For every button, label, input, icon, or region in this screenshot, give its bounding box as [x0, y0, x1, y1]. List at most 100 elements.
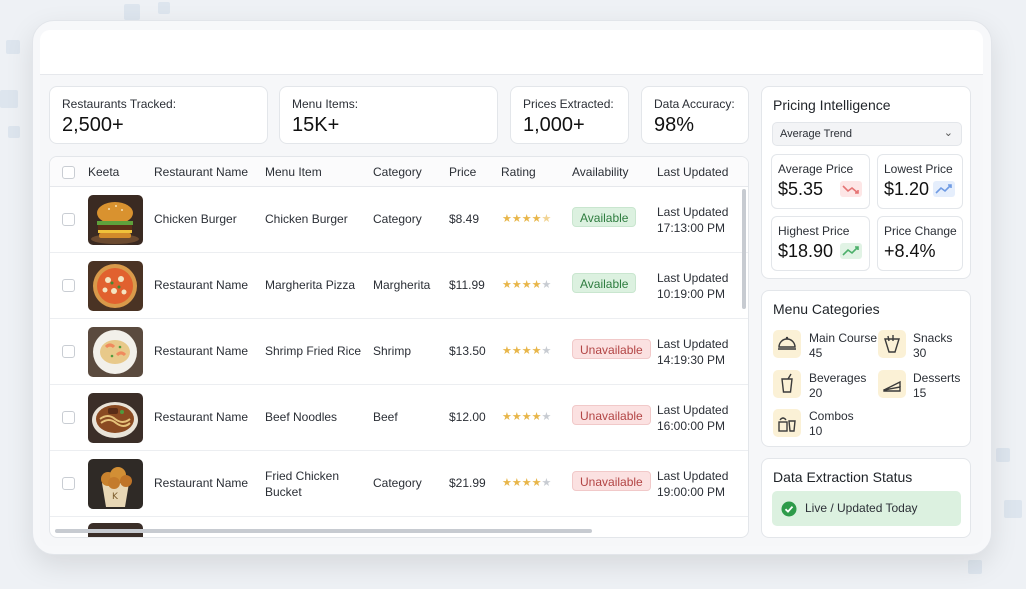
- star-icon: ★: [531, 477, 542, 489]
- stat-label: Restaurants Tracked:: [62, 97, 177, 111]
- menu-table: Keeta Restaurant Name Menu Item Category…: [49, 156, 749, 538]
- row-checkbox[interactable]: [62, 279, 75, 292]
- price-card-label: Lowest Price: [884, 162, 953, 176]
- column-header-category[interactable]: Category: [373, 165, 422, 179]
- chevron-down-icon: ⌄: [943, 127, 953, 139]
- noodles-image: [88, 393, 143, 443]
- horizontal-scrollbar[interactable]: [55, 529, 592, 533]
- status-indicator: Live / Updated Today: [772, 491, 961, 526]
- price-card-label: Average Price: [778, 162, 854, 176]
- stat-label: Menu Items:: [292, 97, 359, 111]
- last-updated-time: 19:00:00 PM: [657, 485, 726, 499]
- star-icon: ★: [541, 477, 552, 489]
- price-card-value: $5.35: [778, 179, 824, 199]
- cake-icon: [878, 370, 906, 398]
- category: Margherita: [373, 278, 431, 292]
- food-thumbnail: [88, 327, 143, 377]
- star-icon: ★: [521, 345, 532, 357]
- restaurant-name: Restaurant Name: [154, 476, 249, 490]
- availability-badge: Unavailable: [572, 405, 651, 425]
- row-checkbox[interactable]: [62, 477, 75, 490]
- last-updated-label: Last Updated: [657, 271, 729, 285]
- column-header-availability[interactable]: Availability: [572, 165, 629, 179]
- price: $11.99: [449, 278, 485, 292]
- last-updated-label: Last Updated: [657, 469, 729, 483]
- last-updated-time: 14:19:30 PM: [657, 353, 726, 367]
- categories-title: Menu Categories: [773, 301, 880, 317]
- restaurant-name: Restaurant Name: [154, 344, 249, 358]
- dashboard-screen: Restaurants Tracked: 2,500+ Menu Items: …: [40, 30, 983, 546]
- star-icon: ★: [511, 279, 522, 291]
- stat-label: Data Accuracy:: [654, 97, 735, 111]
- last-updated-label: Last Updated: [657, 403, 729, 417]
- trend-down-icon: [840, 181, 862, 197]
- last-updated: Last Updated 17:13:00 PM: [657, 204, 728, 236]
- pricing-intelligence-panel: Pricing Intelligence Average Trend ⌄ Ave…: [761, 86, 971, 279]
- stat-card-prices: Prices Extracted: 1,000+: [510, 86, 629, 144]
- column-header-restaurant[interactable]: Restaurant Name: [154, 165, 249, 179]
- rating-stars: ★★★★★: [502, 476, 551, 489]
- background-tile: [968, 560, 982, 574]
- star-icon: ★: [531, 345, 542, 357]
- column-header-brand[interactable]: Keeta: [88, 165, 120, 179]
- category-count: 15: [913, 386, 927, 400]
- background-tile: [0, 90, 18, 108]
- vertical-scrollbar[interactable]: [742, 189, 746, 309]
- background-tile: [8, 126, 20, 138]
- rating-stars: ★★★★★: [502, 410, 551, 423]
- star-icon: ★: [531, 213, 542, 225]
- star-icon: ★: [511, 213, 522, 225]
- menu-item: Beef Noodles: [265, 410, 338, 424]
- table-row[interactable]: K Restaurant Name Fried Chicken Bucket C…: [50, 451, 748, 517]
- column-header-updated[interactable]: Last Updated: [657, 165, 729, 179]
- category-count: 30: [913, 346, 927, 360]
- star-icon: ★: [531, 411, 542, 423]
- table-row[interactable]: Restaurant Name Beef Noodles Beef $12.00…: [50, 385, 748, 451]
- food-thumbnail: [88, 195, 143, 245]
- row-checkbox[interactable]: [62, 213, 75, 226]
- row-checkbox[interactable]: [62, 345, 75, 358]
- trend-dropdown[interactable]: Average Trend ⌄: [772, 122, 962, 146]
- price: $8.49: [449, 212, 480, 226]
- stat-card-menu-items: Menu Items: 15K+: [279, 86, 498, 144]
- menu-item: Fried Chicken Bucket: [265, 468, 339, 500]
- category: Category: [373, 476, 422, 490]
- select-all-checkbox[interactable]: [62, 166, 75, 179]
- price: $13.50: [449, 344, 486, 358]
- table-row[interactable]: [50, 517, 748, 537]
- food-thumbnail: K: [88, 459, 143, 509]
- row-checkbox[interactable]: [62, 411, 75, 424]
- star-icon: ★: [531, 279, 542, 291]
- price: $21.99: [449, 476, 486, 490]
- category: Category: [373, 212, 422, 226]
- column-header-price[interactable]: Price: [449, 165, 477, 179]
- extraction-status-panel: Data Extraction Status Live / Updated To…: [761, 458, 971, 538]
- availability-badge: Available: [572, 273, 637, 293]
- table-row[interactable]: Restaurant Name Margherita Pizza Margher…: [50, 253, 748, 319]
- star-icon: ★: [502, 477, 512, 489]
- last-updated-time: 10:19:00 PM: [657, 287, 726, 301]
- last-updated-time: 17:13:00 PM: [657, 221, 726, 235]
- category-name: Main Course: [809, 331, 878, 345]
- restaurant-name: Restaurant Name: [154, 410, 249, 424]
- star-icon: ★: [521, 213, 532, 225]
- rating-stars: ★★★★★: [502, 278, 551, 291]
- column-header-rating[interactable]: Rating: [501, 165, 536, 179]
- table-row[interactable]: Chicken Burger Chicken Burger Category $…: [50, 187, 748, 253]
- price-card-highest: Highest Price $18.90: [771, 216, 870, 271]
- star-icon: ★: [511, 477, 522, 489]
- star-icon: ★: [511, 345, 522, 357]
- background-tile: [158, 2, 170, 14]
- table-row[interactable]: Restaurant Name Shrimp Fried Rice Shrimp…: [50, 319, 748, 385]
- price-card-change: Price Change +8.4%: [877, 216, 963, 271]
- check-circle-icon: [781, 501, 797, 517]
- price-card-label: Highest Price: [778, 224, 850, 238]
- category-name: Snacks: [913, 331, 953, 345]
- stat-value: 1,000+: [523, 114, 585, 136]
- menu-categories-panel: Menu Categories Main Course 45 Snacks 30…: [761, 290, 971, 447]
- category-name: Beverages: [809, 371, 867, 385]
- star-icon: ★: [521, 411, 532, 423]
- star-icon: ★: [541, 411, 552, 423]
- column-header-item[interactable]: Menu Item: [265, 165, 322, 179]
- star-icon: ★: [541, 213, 552, 225]
